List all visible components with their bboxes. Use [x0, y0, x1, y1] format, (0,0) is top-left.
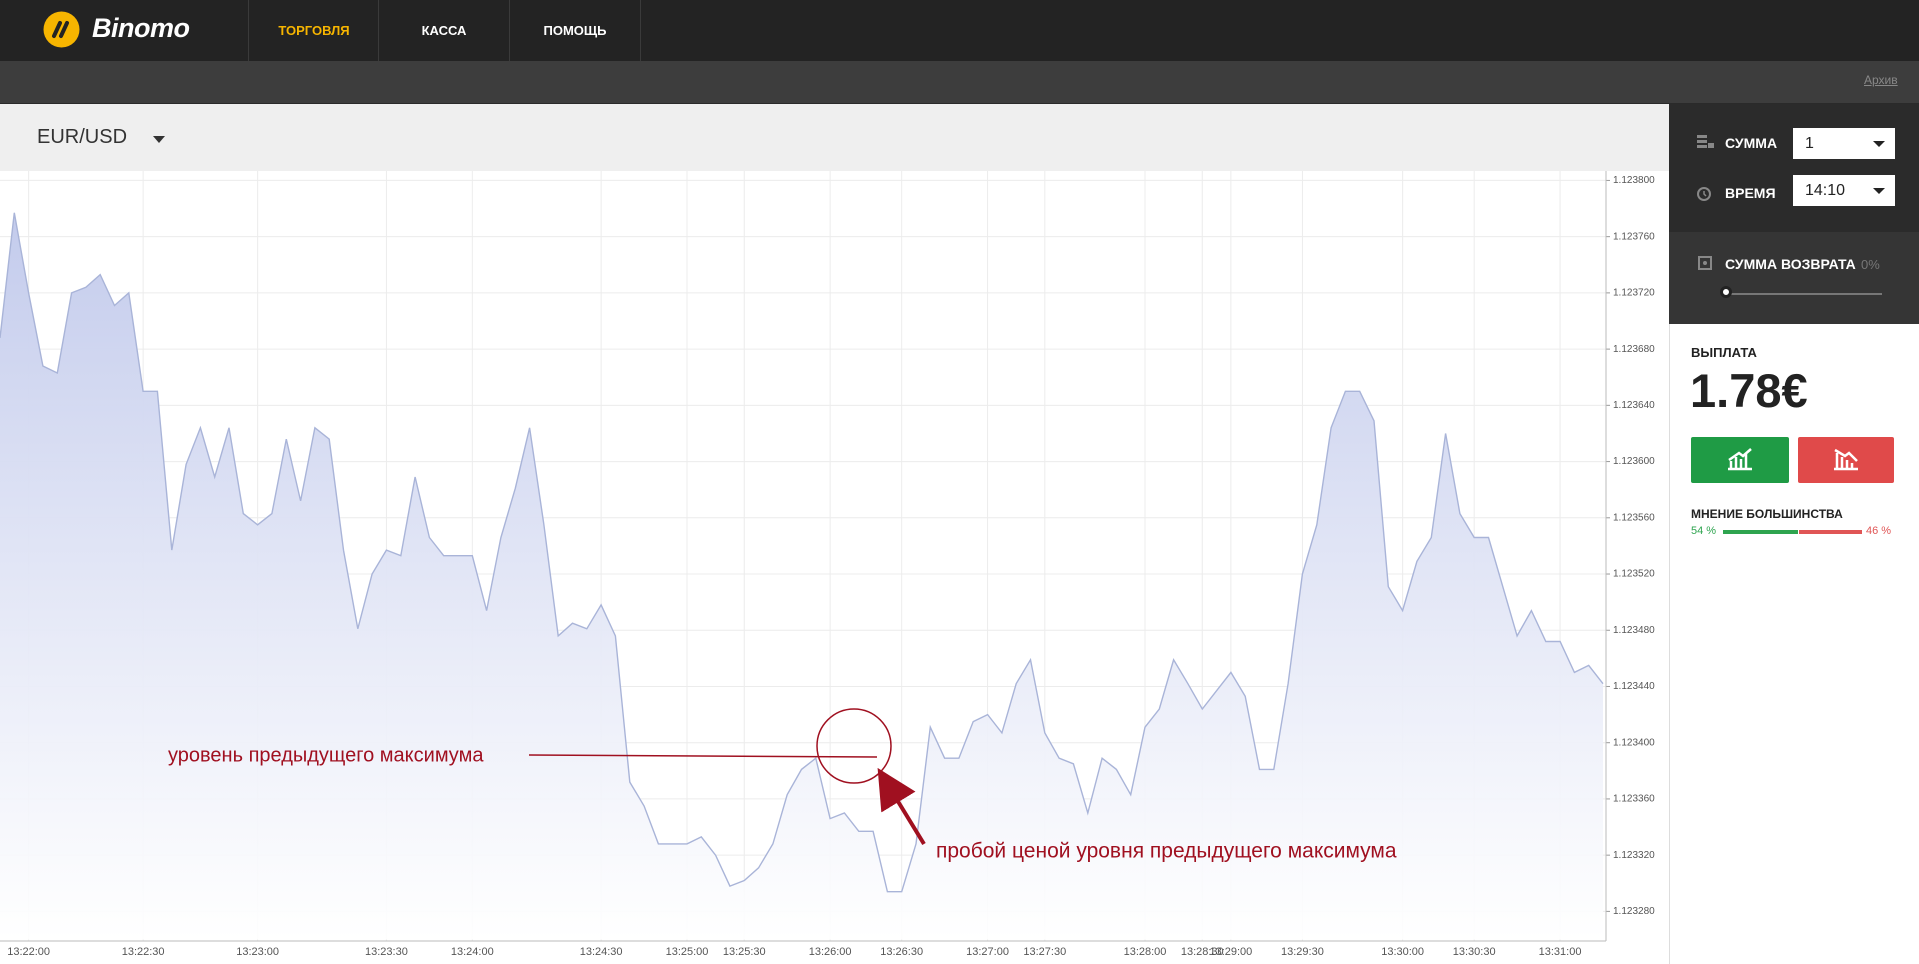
price-area: [0, 212, 1603, 940]
down-icon: [1834, 448, 1858, 471]
opinion-segment: [1798, 530, 1862, 534]
annotation: уровень предыдущего максимума: [168, 744, 484, 766]
y-tick-label: 1.123720: [1613, 288, 1655, 299]
amount-input[interactable]: 1: [1793, 128, 1895, 159]
series: [0, 212, 1604, 940]
y-tick-label: 1.123360: [1613, 794, 1655, 805]
x-tick-label: 13:27:00: [966, 946, 1009, 958]
x-tick-label: 13:31:00: [1539, 946, 1582, 958]
refund-panel: [1669, 232, 1919, 324]
top-bar: [0, 0, 1919, 61]
refund-slider-track: [1727, 293, 1882, 295]
opinion-title: МНЕНИЕ БОЛЬШИНСТВА: [1691, 507, 1843, 521]
y-tick-label: 1.123760: [1613, 231, 1655, 242]
x-tick-label: 13:23:00: [236, 946, 279, 958]
x-tick-label: 13:29:30: [1281, 946, 1324, 958]
refund-value: 0%: [1861, 257, 1880, 272]
refund-label: СУММА ВОЗВРАТА: [1725, 256, 1856, 272]
sub-bar: [0, 61, 1919, 104]
nav-cashier[interactable]: КАССА: [378, 0, 509, 61]
asset-select[interactable]: EUR/USD: [37, 126, 128, 148]
x-tick-label: 13:22:00: [7, 946, 50, 958]
price-line: [0, 212, 1604, 893]
x-tick-label: 13:24:30: [580, 946, 623, 958]
refund-slider-handle[interactable]: [1720, 286, 1732, 298]
payout-value: 1.78€: [1690, 364, 1808, 417]
opinion-label: 54 %: [1691, 525, 1717, 537]
annotation-arrow: [877, 767, 926, 846]
opinion-label: 46 %: [1866, 525, 1892, 537]
coins-icon: [1697, 135, 1714, 148]
x-tick-label: 13:23:30: [365, 946, 408, 958]
y-tick-label: 1.123440: [1613, 681, 1655, 692]
y-tick-label: 1.123680: [1613, 344, 1655, 355]
x-tick-label: 13:29:00: [1209, 946, 1252, 958]
x-tick-label: 13:30:30: [1453, 946, 1496, 958]
payout-label: ВЫПЛАТА: [1691, 345, 1757, 360]
y-tick-label: 1.123280: [1613, 906, 1655, 917]
x-tick-label: 13:25:00: [666, 946, 709, 958]
x-tick-label: 13:24:00: [451, 946, 494, 958]
x-tick-label: 13:22:30: [122, 946, 165, 958]
logo[interactable]: Binomo: [92, 13, 190, 43]
y-tick-label: 1.123800: [1613, 175, 1655, 186]
x-tick-label: 13:30:00: [1381, 946, 1424, 958]
y-tick-label: 1.123400: [1613, 737, 1655, 748]
x-tick-label: 13:27:30: [1023, 946, 1066, 958]
nav-help[interactable]: ПОМОЩЬ: [509, 0, 641, 61]
x-tick-label: 13:26:00: [809, 946, 852, 958]
x-tick-label: 13:28:30: [1181, 946, 1224, 958]
time-label: ВРЕМЯ: [1725, 185, 1776, 201]
amount-label: СУММА: [1725, 135, 1778, 151]
y-tick-label: 1.123560: [1613, 512, 1655, 523]
asset-caret[interactable]: [153, 136, 165, 144]
annotation-circle: [816, 708, 892, 784]
x-tick-label: 13:28:00: [1124, 946, 1167, 958]
asset-bar: [0, 104, 1669, 171]
panel-border: [1669, 324, 1670, 964]
y-tick-label: 1.123640: [1613, 400, 1655, 411]
safe-icon: [1698, 256, 1712, 270]
archive-link[interactable]: Архив: [1864, 73, 1898, 87]
annotation: пробой ценой уровня предыдущего максимум…: [936, 840, 1397, 863]
put-button[interactable]: [1798, 437, 1894, 483]
price-chart: 1.123800 1.123760 1.123720 1.123680 1.123640…: [0, 171, 1655, 958]
trade-panel: [1669, 104, 1919, 232]
opinion-segment: [1723, 530, 1798, 534]
x-tick-label: 13:26:30: [880, 946, 923, 958]
y-tick-label: 1.123320: [1613, 850, 1655, 861]
up-icon: [1728, 448, 1752, 471]
nav-trade[interactable]: ТОРГОВЛЯ: [248, 0, 379, 61]
logo-icon[interactable]: [43, 11, 80, 48]
call-button[interactable]: [1691, 437, 1789, 483]
y-tick-label: 1.123480: [1613, 625, 1655, 636]
clock-icon: [1697, 187, 1711, 201]
y-tick-label: 1.123600: [1613, 456, 1655, 467]
y-tick-label: 1.123520: [1613, 569, 1655, 580]
x-tick-label: 13:25:30: [723, 946, 766, 958]
time-input[interactable]: 14:10: [1793, 175, 1895, 206]
